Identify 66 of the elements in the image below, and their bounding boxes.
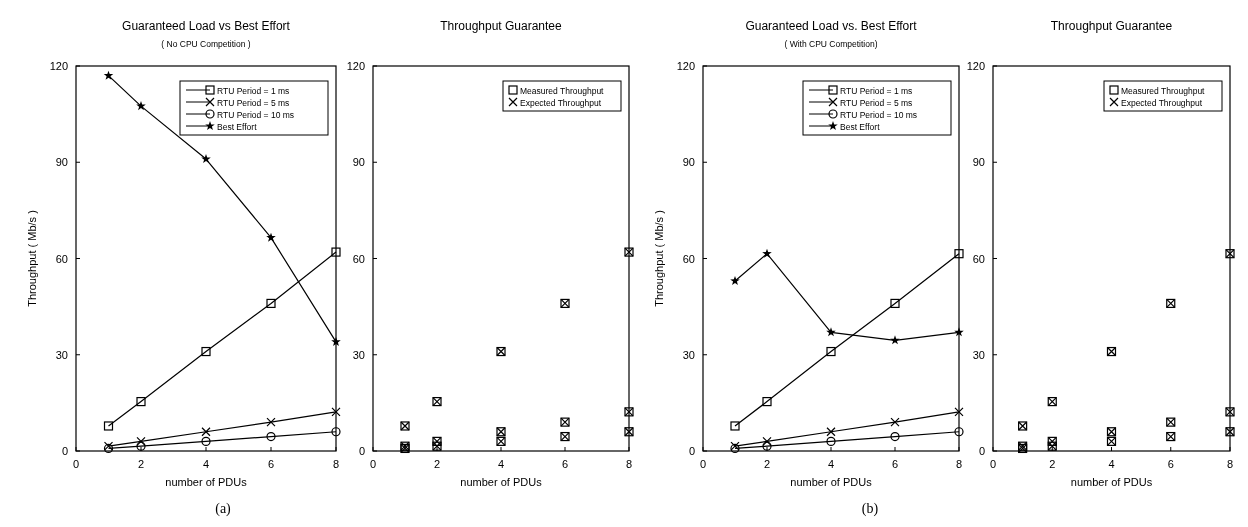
x-axis-title: number of PDUs (460, 476, 543, 488)
legend-label: RTU Period = 5 ms (840, 97, 913, 108)
y-tick-label: 120 (966, 60, 985, 72)
chart-title: Guaranteed Load vs Best Effort (122, 19, 291, 33)
y-tick-label: 30 (55, 348, 68, 361)
x-tick-label: 2 (433, 458, 441, 470)
x-axis-title: number of PDUs (790, 476, 873, 488)
x-tick-label: 0 (369, 458, 377, 470)
legend-label: Best Effort (217, 121, 258, 132)
chart-subtitle: ( With CPU Competition) (784, 39, 878, 49)
y-tick-label: 60 (55, 252, 68, 265)
x-tick-label: 6 (1167, 458, 1174, 470)
x-tick-label: 4 (827, 458, 835, 470)
x-tick-label: 2 (763, 458, 771, 470)
x-tick-label: 0 (72, 458, 80, 470)
y-tick-label: 30 (352, 348, 365, 361)
chart-title: Throughput Guarantee (1050, 19, 1173, 33)
x-tick-label: 4 (1108, 458, 1115, 470)
legend-label: RTU Period = 5 ms (217, 97, 290, 108)
legend-label: Measured Throughput (520, 85, 605, 96)
y-tick-label: 0 (978, 445, 985, 457)
x-tick-label: 8 (332, 458, 340, 470)
x-tick-label: 6 (267, 458, 275, 470)
x-axis-title: number of PDUs (165, 476, 248, 488)
x-tick-label: 0 (989, 458, 997, 470)
x-tick-label: 4 (202, 458, 210, 470)
text: (a) (215, 501, 232, 517)
x-tick-label: 0 (699, 458, 707, 470)
legend-label: RTU Period = 1 ms (840, 85, 913, 96)
y-tick-label: 120 (676, 60, 695, 72)
legend-label: Best Effort (840, 121, 881, 132)
y-tick-label: 60 (972, 252, 985, 265)
chart-title: Throughput Guarantee (440, 19, 563, 33)
x-tick-label: 8 (955, 458, 963, 470)
legend-label: RTU Period = 1 ms (217, 85, 290, 96)
text: (b) (861, 501, 879, 517)
y-tick-label: 30 (682, 348, 695, 361)
legend-label: Expected Throughput (1121, 97, 1203, 108)
y-tick-label: 90 (972, 156, 985, 169)
chart-subtitle: ( No CPU Competition ) (161, 39, 251, 49)
legend-label: Measured Throughput (1121, 85, 1206, 96)
x-tick-label: 2 (1049, 458, 1056, 470)
y-tick-label: 90 (682, 156, 695, 169)
chart-title: Guaranteed Load vs. Best Effort (745, 19, 918, 33)
legend-label: RTU Period = 10 ms (840, 109, 918, 120)
x-tick-label: 6 (891, 458, 899, 470)
y-tick-label: 60 (352, 252, 365, 265)
y-tick-label: 90 (55, 156, 68, 169)
x-tick-label: 6 (561, 458, 569, 470)
legend-label: RTU Period = 10 ms (217, 109, 295, 120)
y-tick-label: 0 (688, 445, 695, 457)
y-tick-label: 30 (972, 348, 985, 361)
y-tick-label: 90 (352, 156, 365, 169)
y-axis-title: Throughput ( Mb/s ) (26, 210, 38, 307)
y-tick-label: 120 (49, 60, 68, 72)
x-tick-label: 8 (625, 458, 633, 470)
x-axis-title: number of PDUs (1070, 476, 1153, 488)
y-tick-label: 0 (358, 445, 365, 457)
y-axis-title: Throughput ( Mb/s ) (653, 210, 665, 307)
x-tick-label: 2 (137, 458, 145, 470)
y-tick-label: 120 (346, 60, 365, 72)
legend-label: Expected Throughput (520, 97, 602, 108)
y-tick-label: 0 (61, 445, 68, 457)
x-tick-label: 8 (1226, 458, 1234, 470)
x-tick-label: 4 (497, 458, 505, 470)
y-tick-label: 60 (682, 252, 695, 265)
